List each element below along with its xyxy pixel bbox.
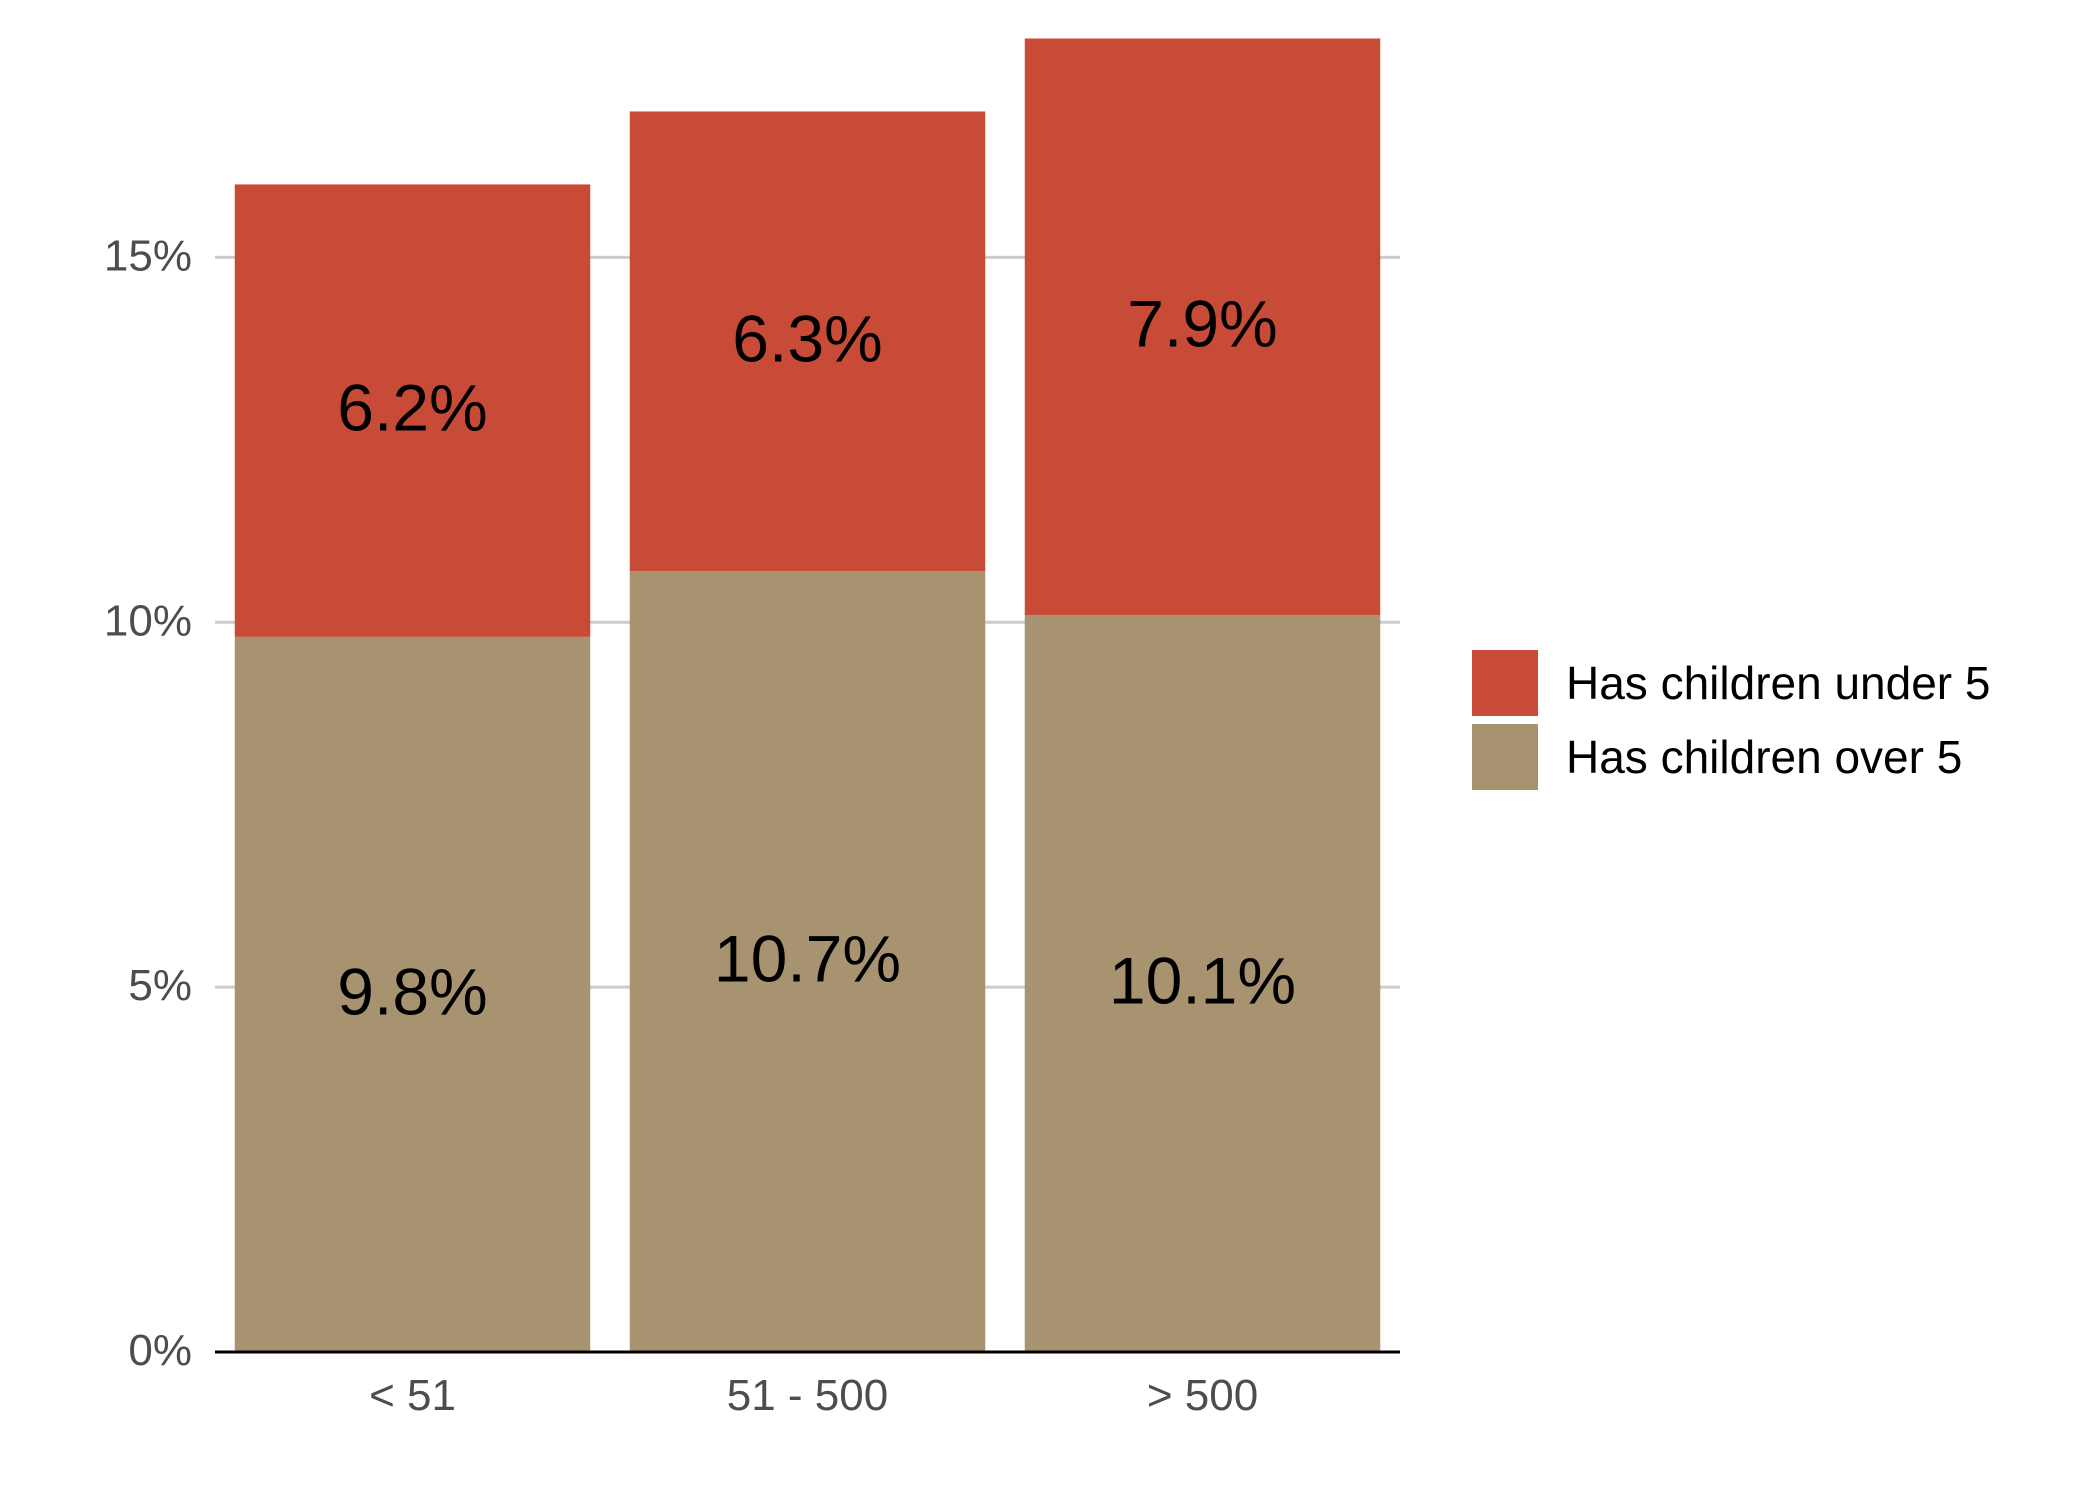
bar-segment [629, 571, 986, 1352]
data-label: 10.1% [1109, 943, 1296, 1017]
x-tick-label: 51 - 500 [727, 1371, 888, 1420]
bar-segment [1024, 614, 1381, 1352]
y-tick-label: 5% [128, 961, 192, 1010]
data-label: 6.3% [732, 301, 882, 375]
y-tick-label: 10% [104, 596, 192, 645]
bar-segment [1024, 38, 1381, 615]
legend-label: Has children under 5 [1566, 657, 1990, 709]
x-tick-label: < 51 [369, 1371, 456, 1420]
bar-segment [629, 111, 986, 572]
y-tick-label: 0% [128, 1326, 192, 1375]
legend-label: Has children over 5 [1566, 731, 1962, 783]
bars [234, 38, 1381, 1352]
x-tick-label: > 500 [1147, 1371, 1258, 1420]
data-labels: 9.8% 6.2% 10.7% 6.3% 10.1% 7.9% [337, 287, 1296, 1029]
axes: 0% 5% 10% 15% < 51 51 - 500 > 500 [104, 231, 1400, 1420]
data-label: 7.9% [1127, 287, 1277, 361]
legend-key [1472, 724, 1538, 790]
bar-segment [234, 636, 591, 1352]
y-tick-label: 15% [104, 231, 192, 280]
data-label: 9.8% [337, 954, 487, 1028]
bar-segment [234, 184, 591, 637]
data-label: 6.2% [337, 371, 487, 445]
data-label: 10.7% [714, 922, 901, 996]
legend: Has children under 5 Has children over 5 [1472, 650, 1990, 790]
legend-key [1472, 650, 1538, 716]
